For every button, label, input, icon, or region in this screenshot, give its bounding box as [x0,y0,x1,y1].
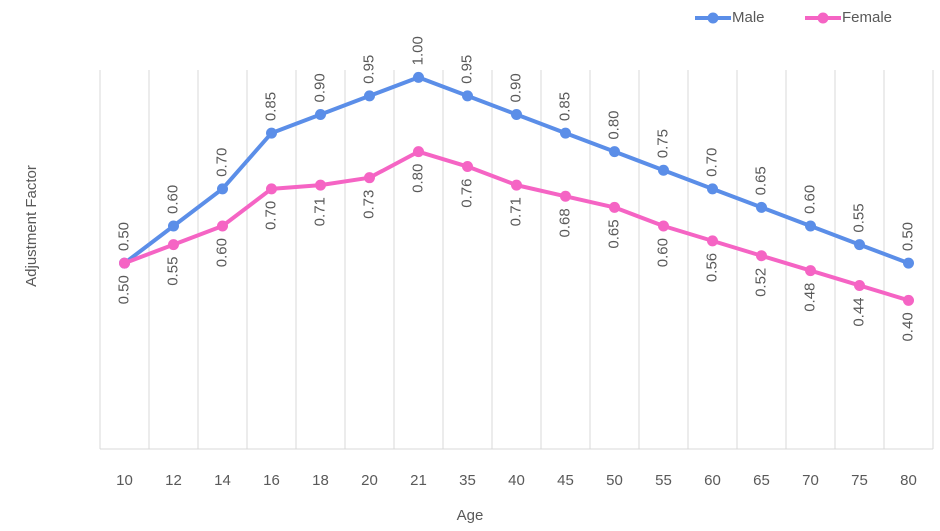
data-point [756,201,767,213]
x-tick-label: 65 [753,472,770,489]
data-point [315,179,326,191]
x-tick-label: 20 [361,472,378,489]
x-tick-label: 16 [263,472,280,489]
data-label: 0.55 [164,257,181,286]
legend-marker [817,12,829,24]
data-point [609,201,620,213]
data-point [903,294,914,306]
data-label: 0.75 [654,129,671,158]
x-tick-label: 60 [704,472,721,489]
legend-label: Male [732,9,765,26]
data-label: 0.85 [556,92,573,121]
data-point [217,183,228,195]
data-label: 0.50 [115,222,132,251]
data-point [413,146,424,158]
data-point [805,265,816,277]
data-label: 0.71 [311,197,328,226]
x-tick-label: 14 [214,472,231,489]
data-point [217,220,228,232]
data-label: 0.95 [360,55,377,84]
data-label: 0.80 [605,110,622,139]
data-label: 0.40 [899,312,916,341]
data-point [462,90,473,102]
legend-label: Female [842,9,892,26]
data-label: 0.48 [801,283,818,312]
x-tick-label: 35 [459,472,476,489]
x-tick-label: 21 [410,472,427,489]
x-tick-label: 70 [802,472,819,489]
data-label: 0.70 [213,148,230,177]
data-label: 0.76 [458,179,475,208]
x-tick-label: 45 [557,472,574,489]
data-point [854,279,865,291]
data-label: 0.68 [556,208,573,237]
data-point [315,109,326,120]
x-tick-label: 80 [900,472,917,489]
x-tick-label: 55 [655,472,672,489]
data-point [707,235,718,247]
x-tick-label: 75 [851,472,868,489]
data-label: 0.52 [752,268,769,297]
data-point [266,127,277,139]
data-label: 0.80 [409,164,426,193]
data-label: 0.50 [899,222,916,251]
data-point [560,127,571,139]
x-tick-label: 12 [165,472,182,489]
x-tick-label: 10 [116,472,133,489]
data-label: 0.60 [654,238,671,267]
data-point [658,164,669,176]
x-axis-label: Age [457,507,484,524]
data-point [266,183,277,195]
data-label: 0.60 [801,185,818,214]
data-label: 0.70 [703,148,720,177]
data-point [609,146,620,158]
data-point [168,239,179,251]
data-point [364,172,375,184]
data-label: 1.00 [409,36,426,65]
data-label: 0.65 [752,166,769,195]
x-tick-label: 40 [508,472,525,489]
x-tick-label: 50 [606,472,623,489]
data-point [903,257,914,269]
data-point [707,183,718,195]
data-label: 0.73 [360,190,377,219]
data-point [658,220,669,232]
data-label: 0.44 [850,297,867,326]
data-point [119,257,130,269]
data-point [511,179,522,191]
data-label: 0.55 [850,203,867,232]
data-point [511,109,522,120]
data-label: 0.71 [507,197,524,226]
data-point [413,71,424,83]
data-label: 0.90 [311,73,328,102]
legend-marker [707,12,719,24]
data-point [756,250,767,262]
data-point [462,161,473,173]
data-label: 0.60 [213,238,230,267]
data-label: 0.60 [164,185,181,214]
data-point [364,90,375,102]
data-label: 0.95 [458,55,475,84]
data-label: 0.50 [115,275,132,304]
data-label: 0.56 [703,253,720,282]
data-point [560,190,571,202]
data-point [168,220,179,232]
data-label: 0.65 [605,219,622,248]
data-point [854,239,865,251]
data-label: 0.85 [262,92,279,121]
x-tick-label: 18 [312,472,329,489]
data-point [805,220,816,232]
data-label: 0.90 [507,73,524,102]
data-label: 0.70 [262,201,279,230]
series-line [123,75,910,266]
y-axis-label: Adjustment Factor [23,165,40,287]
